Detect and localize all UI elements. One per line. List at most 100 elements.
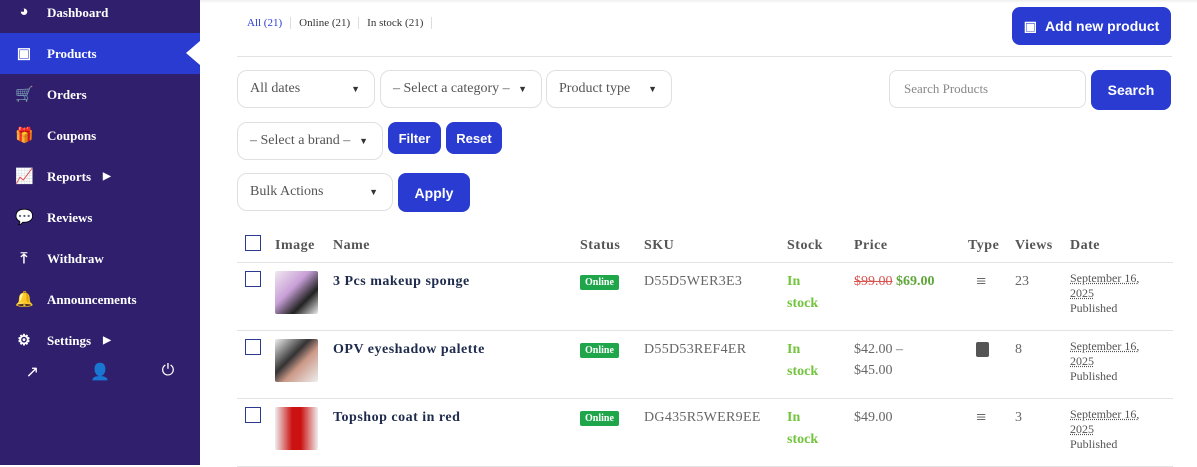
col-date[interactable]: Date bbox=[1070, 230, 1173, 263]
sidebar-item-reports[interactable]: 📈 Reports ▶ bbox=[0, 156, 200, 197]
regular-price: $99.00 bbox=[854, 273, 893, 289]
sidebar-item-label: Reviews bbox=[47, 209, 93, 225]
row-checkbox[interactable] bbox=[245, 406, 261, 423]
sidebar-item-label: Products bbox=[47, 45, 97, 61]
price: $49.00 bbox=[854, 409, 893, 425]
filter-button[interactable]: Filter bbox=[388, 122, 441, 154]
col-name[interactable]: Name bbox=[333, 230, 580, 263]
bell-icon: 🔔 bbox=[15, 292, 34, 308]
external-link-icon[interactable]: ↗ bbox=[25, 364, 40, 381]
sidebar-item-label: Settings bbox=[47, 332, 92, 348]
chevron-down-icon: ▼ bbox=[351, 84, 360, 94]
product-thumbnail[interactable] bbox=[275, 270, 318, 314]
sidebar-item-label: Coupons bbox=[47, 127, 97, 143]
col-price[interactable]: Price bbox=[854, 230, 968, 263]
stock-status: In stock bbox=[787, 341, 819, 379]
divider bbox=[237, 56, 1172, 57]
table-row: OPV eyeshadow palette Online D55D53REF4E… bbox=[237, 330, 1173, 399]
col-status: Status bbox=[580, 230, 644, 263]
caret-right-icon: ▶ bbox=[103, 335, 111, 346]
sidebar-item-reviews[interactable]: 💬 Reviews bbox=[0, 197, 200, 238]
sidebar-item-label: Dashboard bbox=[47, 4, 109, 20]
chevron-down-icon: ▼ bbox=[518, 84, 527, 94]
views-count: 3 bbox=[1015, 409, 1022, 425]
dashboard-icon: ◕ bbox=[19, 4, 29, 20]
row-checkbox[interactable] bbox=[245, 338, 261, 355]
gear-icon: ⚙ bbox=[17, 333, 31, 349]
product-name-link[interactable]: OPV eyeshadow palette bbox=[333, 341, 485, 357]
row-checkbox[interactable] bbox=[245, 270, 261, 287]
status-tabs: All (21) Online (21) In stock (21) bbox=[247, 17, 433, 29]
tab-all[interactable]: All (21) bbox=[247, 17, 292, 29]
stock-status: In stock bbox=[787, 409, 819, 447]
sidebar-item-products[interactable]: ▣ Products bbox=[0, 33, 200, 74]
status-badge: Online bbox=[580, 274, 619, 290]
power-icon[interactable]: ⏻ bbox=[161, 362, 175, 379]
sidebar-item-coupons[interactable]: 🎁 Coupons bbox=[0, 115, 200, 156]
product-type-select[interactable]: Product type ▼ bbox=[546, 70, 672, 108]
comments-icon: 💬 bbox=[15, 210, 34, 226]
briefcase-icon: ▣ bbox=[1023, 17, 1037, 34]
chevron-down-icon: ▼ bbox=[648, 84, 657, 94]
publish-date: September 16, 2025 Published bbox=[1070, 270, 1140, 315]
sidebar-item-announcements[interactable]: 🔔 Announcements bbox=[0, 279, 200, 320]
search-input[interactable]: Search Products bbox=[889, 70, 1086, 108]
table-row: Topshop coat in red Online DG435R5WER9EE… bbox=[237, 398, 1173, 467]
sidebar-item-label: Orders bbox=[47, 86, 87, 102]
publish-date: September 16, 2025 Published bbox=[1070, 338, 1140, 383]
chevron-down-icon: ▼ bbox=[359, 136, 368, 146]
product-name-link[interactable]: Topshop coat in red bbox=[333, 409, 461, 425]
price: $42.00 – $45.00 bbox=[854, 341, 903, 378]
sku: DG435R5WER9EE bbox=[644, 409, 761, 425]
product-name-link[interactable]: 3 Pcs makeup sponge bbox=[333, 273, 470, 289]
sidebar-item-dashboard[interactable]: ◕ Dashboard bbox=[0, 0, 200, 33]
products-table: Image Name Status SKU Stock Price Type V… bbox=[237, 230, 1173, 467]
col-stock: Stock bbox=[787, 230, 854, 263]
sidebar: ◕ Dashboard ▣ Products 🛒 Orders 🎁 Coupons 📈 Repor… bbox=[0, 0, 200, 465]
caret-right-icon: ▶ bbox=[103, 171, 111, 182]
sidebar-item-label: Announcements bbox=[47, 291, 137, 307]
add-new-product-button[interactable]: ▣ Add new product bbox=[1012, 7, 1171, 45]
bulk-actions-select[interactable]: Bulk Actions ▼ bbox=[237, 173, 393, 211]
upload-icon: ⤒ bbox=[20, 250, 28, 267]
briefcase-icon: ▣ bbox=[16, 46, 32, 62]
tab-online[interactable]: Online (21) bbox=[291, 17, 360, 29]
sale-price: $69.00 bbox=[896, 273, 935, 289]
product-thumbnail[interactable] bbox=[275, 406, 318, 450]
sidebar-item-orders[interactable]: 🛒 Orders bbox=[0, 74, 200, 115]
sku: D55D53REF4ER bbox=[644, 341, 747, 357]
sidebar-item-withdraw[interactable]: ⤒ Withdraw bbox=[0, 238, 200, 279]
tab-in-stock[interactable]: In stock (21) bbox=[359, 17, 433, 29]
col-type: Type bbox=[968, 230, 1015, 263]
select-all-checkbox[interactable] bbox=[245, 235, 261, 252]
apply-button[interactable]: Apply bbox=[398, 173, 470, 212]
publish-date: September 16, 2025 Published bbox=[1070, 406, 1140, 451]
views-count: 8 bbox=[1015, 341, 1022, 357]
search-button[interactable]: Search bbox=[1091, 70, 1171, 110]
sidebar-item-settings[interactable]: ⚙ Settings ▶ bbox=[0, 320, 200, 361]
brand-select[interactable]: – Select a brand – ▼ bbox=[237, 122, 383, 160]
product-thumbnail[interactable] bbox=[275, 338, 318, 382]
col-sku[interactable]: SKU bbox=[644, 230, 787, 263]
col-image: Image bbox=[275, 230, 333, 263]
status-badge: Online bbox=[580, 342, 619, 358]
sku: D55D5WER3E3 bbox=[644, 273, 743, 289]
main-content: All (21) Online (21) In stock (21) ▣ Add … bbox=[200, 0, 1197, 467]
sidebar-item-label: Withdraw bbox=[47, 250, 104, 266]
gift-icon: 🎁 bbox=[15, 128, 34, 144]
user-icon[interactable]: 👤 bbox=[90, 364, 111, 381]
chevron-down-icon: ▼ bbox=[369, 187, 378, 197]
chart-line-icon: 📈 bbox=[15, 169, 34, 185]
simple-product-icon: ≡ bbox=[976, 270, 987, 291]
status-badge: Online bbox=[580, 410, 619, 426]
col-views: Views bbox=[1015, 230, 1070, 263]
simple-product-icon: ≡ bbox=[976, 406, 987, 427]
table-row: 3 Pcs makeup sponge Online D55D5WER3E3 I… bbox=[237, 262, 1173, 331]
category-select[interactable]: – Select a category – ▼ bbox=[380, 70, 542, 108]
variable-product-icon bbox=[976, 341, 989, 357]
cart-icon: 🛒 bbox=[15, 87, 34, 103]
sidebar-item-label: Reports bbox=[47, 168, 92, 184]
stock-status: In stock bbox=[787, 273, 819, 311]
reset-button[interactable]: Reset bbox=[446, 122, 502, 154]
date-filter-select[interactable]: All dates ▼ bbox=[237, 70, 375, 108]
